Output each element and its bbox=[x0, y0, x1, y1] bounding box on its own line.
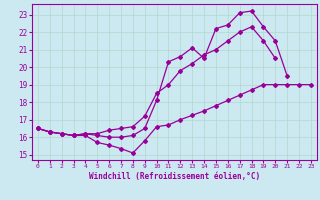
X-axis label: Windchill (Refroidissement éolien,°C): Windchill (Refroidissement éolien,°C) bbox=[89, 172, 260, 181]
